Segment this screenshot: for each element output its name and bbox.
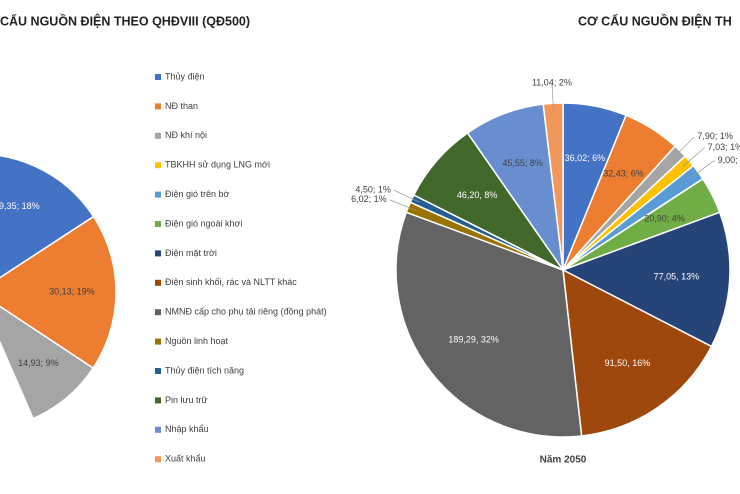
legend-swatch	[155, 456, 161, 463]
legend-swatch	[155, 103, 161, 110]
legend-swatch	[155, 309, 161, 316]
data-label: 14,93; 9%	[18, 358, 59, 368]
data-label: 45,55; 8%	[502, 158, 543, 168]
legend-swatch	[155, 132, 161, 139]
data-label: 30,13; 19%	[49, 287, 95, 297]
legend-label: Thủy điện	[165, 71, 205, 81]
data-label: 29,35; 18%	[0, 201, 40, 211]
legend-label: TBKHH sử dụng LNG mới	[165, 160, 270, 170]
chart-title: CẤU NGUỒN ĐIỆN THEO QHĐVIII (QĐ500)	[0, 13, 250, 28]
legend-swatch	[155, 191, 161, 198]
legend-label: NĐ than	[165, 101, 198, 111]
pie-slice	[562, 268, 713, 437]
chart-title: CƠ CẤU NGUỒN ĐIỆN TH	[578, 13, 732, 28]
pie-slice	[0, 155, 95, 279]
legend-label: NĐ khí nội	[165, 130, 207, 140]
pie-slice	[0, 215, 117, 370]
legend-label: Điện gió trên bờ	[165, 189, 230, 199]
legend-swatch	[155, 397, 161, 404]
data-label: 91,50, 16%	[605, 358, 651, 368]
data-label: 7,03; 1%	[708, 142, 740, 152]
leader-line	[389, 199, 417, 211]
data-label: 77,05, 13%	[654, 271, 700, 281]
legend-label: Điện mặt trời	[165, 248, 217, 258]
data-label: 9,00; 1%	[718, 155, 740, 165]
legend-label: Pin lưu trữ	[165, 395, 208, 405]
data-label: 46,20, 8%	[457, 190, 498, 200]
legend-swatch	[155, 74, 161, 80]
pie-caption: Năm 2050	[540, 455, 587, 466]
leader-line	[691, 160, 715, 178]
legend-swatch	[155, 368, 161, 374]
legend-label: Nhập khẩu	[165, 424, 209, 434]
data-label: 11,04; 2%	[532, 78, 572, 88]
data-label: 32,43; 6%	[603, 168, 644, 178]
data-label: 4,50; 1%	[355, 184, 391, 194]
data-label: 20,90; 4%	[644, 213, 685, 223]
legend-label: NMNĐ cấp cho phụ tải riêng (đồng phát)	[165, 307, 327, 317]
data-label: 189,29, 32%	[448, 334, 499, 344]
legend-label: Điện sinh khối, rác và NLTT khác	[165, 277, 297, 287]
leader-line	[551, 83, 554, 112]
data-label: 6,02; 1%	[351, 194, 387, 204]
legend-swatch	[155, 162, 161, 169]
legend-swatch	[155, 338, 161, 345]
leader-line	[674, 136, 695, 158]
legend-swatch	[155, 426, 161, 433]
data-label: 36,02; 6%	[565, 153, 606, 163]
legend-label: Nguồn linh hoạt	[165, 336, 229, 346]
legend-label: Thủy điện tích năng	[165, 365, 244, 375]
legend-label: Điện gió ngoài khơi	[165, 218, 242, 228]
pie-slice	[0, 305, 95, 420]
pie-slice	[561, 211, 731, 348]
legend-swatch	[155, 221, 161, 227]
data-label: 7,90; 1%	[697, 131, 733, 141]
legend-label: Xuất khẩu	[165, 454, 206, 464]
pie-slice	[395, 211, 583, 438]
legend-swatch	[155, 279, 161, 286]
leader-line	[682, 147, 705, 167]
legend-swatch	[155, 250, 161, 257]
leader-line	[393, 189, 420, 203]
